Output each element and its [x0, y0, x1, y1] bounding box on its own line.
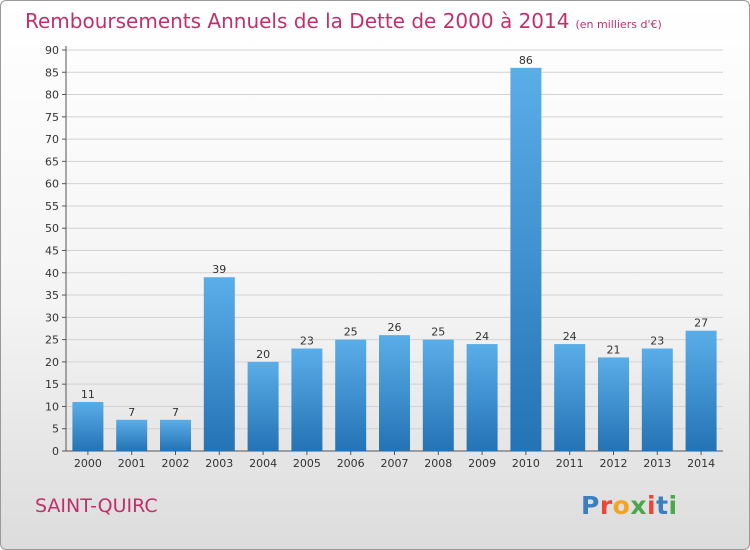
y-tick-label: 45 — [45, 245, 59, 258]
y-tick-label: 35 — [45, 289, 59, 302]
x-tick-label-2012: 2012 — [600, 457, 628, 470]
data-label-2003: 39 — [212, 263, 226, 276]
x-tick-label-2013: 2013 — [643, 457, 671, 470]
x-tick-label-2006: 2006 — [337, 457, 365, 470]
chart-title-text: Remboursements Annuels de la Dette de 20… — [25, 9, 570, 33]
bars: 11 7 7 39 20 23 25 26 25 24 86 24 21 23 27 — [72, 54, 717, 452]
y-tick-label: 0 — [52, 445, 59, 458]
y-tick-label: 75 — [45, 111, 59, 124]
proxiti-logo[interactable]: Proxiti — [581, 491, 678, 520]
logo-letter: r — [599, 491, 613, 520]
x-tick-label-2007: 2007 — [381, 457, 409, 470]
y-axis-ticks: 0 5 10 15 20 25 30 35 40 45 50 55 60 65 70 75 80 85 90 — [45, 44, 66, 458]
chart-title: Remboursements Annuels de la Dette de 20… — [25, 9, 662, 33]
logo-letter: o — [612, 491, 631, 520]
bar-2012 — [598, 357, 629, 451]
y-tick-label: 70 — [45, 133, 59, 146]
x-tick-label-2010: 2010 — [512, 457, 540, 470]
bar-2009 — [466, 344, 498, 451]
x-tick-label-2014: 2014 — [687, 457, 715, 470]
data-label-2014: 27 — [694, 317, 708, 330]
y-tick-label: 30 — [45, 311, 59, 324]
x-tick-label-2001: 2001 — [118, 457, 146, 470]
x-tick-label-2000: 2000 — [74, 457, 102, 470]
data-label-2002: 7 — [172, 406, 179, 419]
bar-2004 — [247, 361, 279, 451]
x-tick-label-2003: 2003 — [205, 457, 233, 470]
x-tick-label-2002: 2002 — [162, 457, 190, 470]
data-label-2009: 24 — [475, 330, 489, 343]
bar-2014 — [685, 330, 717, 451]
logo-letter: P — [581, 491, 600, 520]
y-tick-label: 40 — [45, 267, 59, 280]
bar-2008 — [422, 339, 454, 451]
logo-letter: i — [668, 491, 678, 520]
x-axis-ticks: 2000 2001 2002 2003 2004 2005 2006 2007 2008 2009… — [74, 451, 715, 470]
chart-unit: (en milliers d'€) — [575, 18, 662, 31]
bar-2007 — [379, 335, 410, 451]
data-label-2001: 7 — [128, 406, 135, 419]
bar-2003 — [203, 277, 235, 451]
y-tick-label: 85 — [45, 66, 59, 79]
bar-2005 — [291, 348, 323, 451]
y-tick-label: 65 — [45, 155, 59, 168]
x-tick-label-2005: 2005 — [293, 457, 321, 470]
data-label-2010: 86 — [519, 54, 533, 67]
x-tick-label-2009: 2009 — [468, 457, 496, 470]
data-label-2012: 21 — [607, 343, 621, 356]
x-tick-label-2011: 2011 — [556, 457, 584, 470]
y-tick-label: 25 — [45, 334, 59, 347]
bar-2010 — [510, 67, 542, 452]
y-tick-label: 5 — [52, 423, 59, 436]
data-label-2007: 26 — [388, 321, 402, 334]
y-tick-label: 80 — [45, 89, 59, 102]
data-label-2005: 23 — [300, 335, 314, 348]
bar-2006 — [335, 339, 367, 451]
logo-letter: t — [656, 491, 669, 520]
place-name: SAINT-QUIRC — [35, 495, 158, 517]
data-label-2011: 24 — [563, 330, 577, 343]
bar-2001 — [116, 419, 148, 451]
y-tick-label: 90 — [45, 44, 59, 57]
x-tick-label-2004: 2004 — [249, 457, 277, 470]
y-tick-label: 15 — [45, 378, 59, 391]
y-tick-label: 50 — [45, 222, 59, 235]
y-tick-label: 20 — [45, 356, 59, 369]
y-tick-label: 60 — [45, 178, 59, 191]
data-label-2013: 23 — [650, 335, 664, 348]
bar-2000 — [72, 401, 104, 451]
data-label-2006: 25 — [344, 326, 358, 339]
y-tick-label: 55 — [45, 200, 59, 213]
x-tick-label-2008: 2008 — [424, 457, 452, 470]
y-tick-label: 10 — [45, 400, 59, 413]
bar-2013 — [641, 348, 673, 451]
data-label-2004: 20 — [256, 348, 270, 361]
data-label-2000: 11 — [81, 388, 95, 401]
bar-2002 — [160, 419, 191, 451]
data-label-2008: 25 — [431, 326, 445, 339]
bar-2011 — [554, 344, 586, 451]
logo-letter: x — [630, 491, 647, 520]
logo-letter: i — [647, 491, 657, 520]
